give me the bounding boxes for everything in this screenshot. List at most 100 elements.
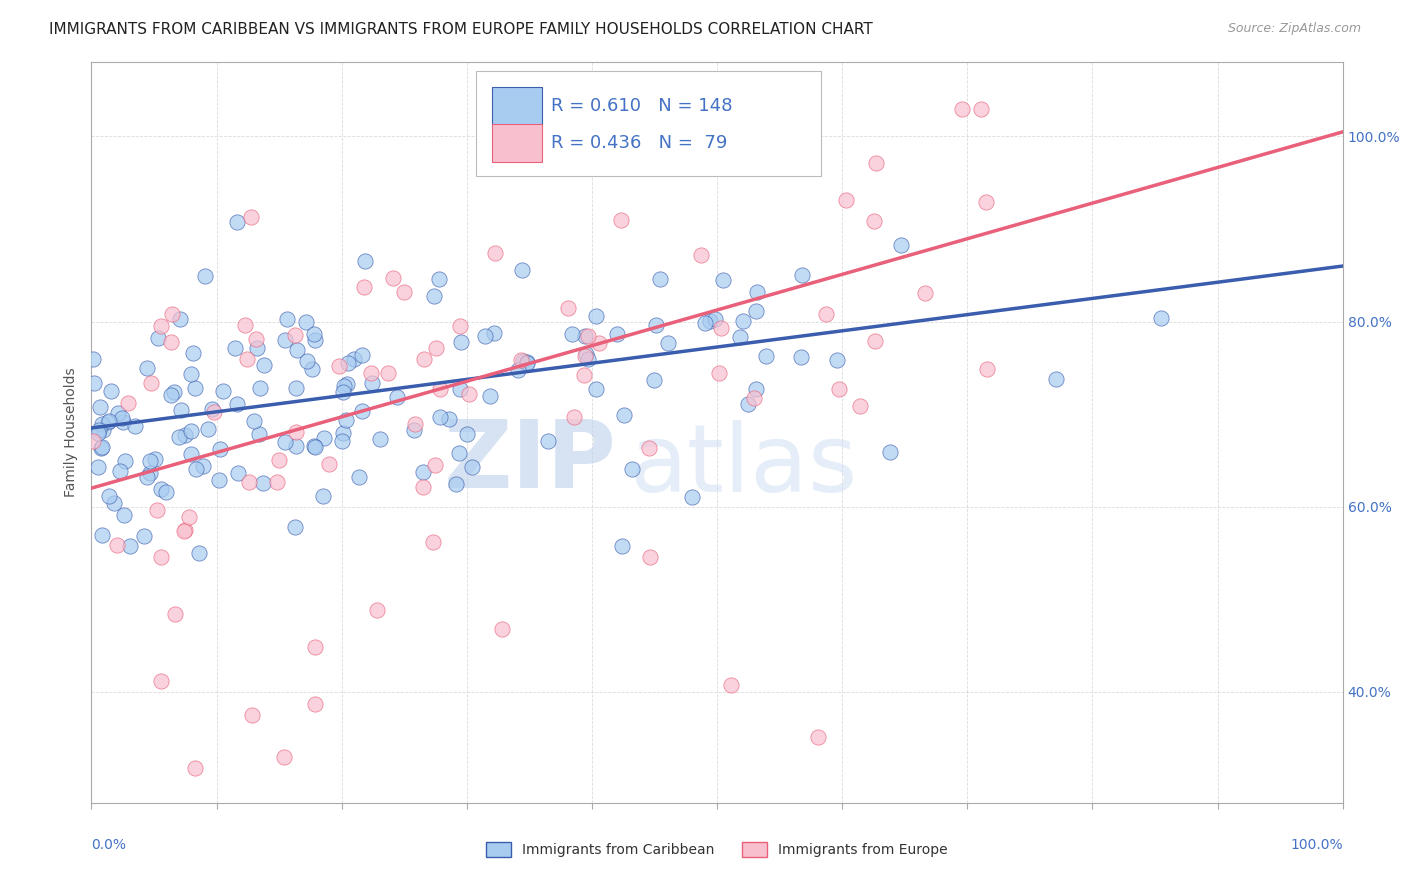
Point <box>155 485 177 500</box>
Point <box>422 289 444 303</box>
Point <box>273 749 295 764</box>
Point <box>245 332 267 346</box>
Text: R = 0.610   N = 148: R = 0.610 N = 148 <box>551 97 733 115</box>
Point <box>648 272 671 286</box>
Point <box>574 329 596 343</box>
Point <box>366 603 388 617</box>
Point <box>733 314 755 328</box>
Point <box>165 607 187 621</box>
Point <box>422 535 444 549</box>
Point <box>252 475 274 490</box>
Point <box>284 439 307 453</box>
Point <box>720 678 742 692</box>
Point <box>90 441 112 455</box>
Point <box>97 415 120 429</box>
Point <box>83 376 105 390</box>
Point <box>531 152 554 166</box>
Point <box>510 263 533 277</box>
Point <box>135 360 157 375</box>
Point <box>179 510 201 524</box>
Point <box>405 417 427 432</box>
Point <box>135 470 157 484</box>
Point <box>197 422 219 436</box>
Point <box>449 446 471 460</box>
Point <box>645 318 668 332</box>
Point <box>107 406 129 420</box>
Point <box>167 430 190 444</box>
Point <box>98 489 121 503</box>
Text: ZIP: ZIP <box>444 417 617 508</box>
Point <box>460 460 482 475</box>
Point <box>755 349 778 363</box>
Point <box>312 431 335 445</box>
Point <box>742 392 765 406</box>
Point <box>188 546 211 560</box>
Point <box>174 428 197 442</box>
Point <box>450 334 472 349</box>
Point <box>849 399 872 413</box>
Point <box>353 280 375 294</box>
Point <box>284 519 307 533</box>
Point <box>412 465 434 479</box>
Point <box>863 214 886 228</box>
Point <box>209 442 232 456</box>
Point <box>186 461 208 475</box>
Point <box>474 329 496 343</box>
Point <box>970 102 993 116</box>
Point <box>160 307 183 321</box>
Point <box>225 214 247 228</box>
Point <box>392 285 415 299</box>
Point <box>150 318 173 333</box>
Point <box>429 409 451 424</box>
FancyBboxPatch shape <box>475 71 821 176</box>
Point <box>588 336 610 351</box>
Point <box>512 353 534 368</box>
Point <box>354 254 377 268</box>
Point <box>224 342 246 356</box>
Point <box>879 445 901 459</box>
Point <box>647 140 669 154</box>
Point <box>233 318 256 332</box>
Point <box>456 426 478 441</box>
FancyBboxPatch shape <box>492 124 541 162</box>
Point <box>576 328 599 343</box>
Point <box>194 268 217 283</box>
Point <box>201 402 224 417</box>
Point <box>98 414 121 428</box>
Point <box>184 381 207 395</box>
Point <box>681 490 703 504</box>
Point <box>82 351 104 366</box>
Point <box>707 366 730 380</box>
Point <box>124 418 146 433</box>
Point <box>285 425 308 440</box>
Point <box>737 396 759 410</box>
Point <box>863 334 886 349</box>
Point <box>699 314 721 328</box>
Point <box>304 640 326 654</box>
Point <box>335 376 357 391</box>
Point <box>381 270 404 285</box>
Point <box>302 326 325 341</box>
Text: 100.0%: 100.0% <box>1291 838 1343 852</box>
Point <box>91 423 114 437</box>
Point <box>728 330 751 344</box>
Point <box>238 475 260 489</box>
Point <box>828 382 851 396</box>
Point <box>585 382 607 396</box>
Point <box>347 469 370 483</box>
Point <box>87 459 110 474</box>
Point <box>160 388 183 402</box>
Point <box>865 156 887 170</box>
Point <box>613 409 636 423</box>
Point <box>312 489 335 503</box>
Point <box>180 424 202 438</box>
Point <box>302 439 325 453</box>
Point <box>267 453 290 467</box>
Point <box>87 426 110 441</box>
Text: IMMIGRANTS FROM CARIBBEAN VS IMMIGRANTS FROM EUROPE FAMILY HOUSEHOLDS CORRELATIO: IMMIGRANTS FROM CARIBBEAN VS IMMIGRANTS … <box>49 22 873 37</box>
Point <box>762 136 785 150</box>
Point <box>444 476 467 491</box>
Legend: Immigrants from Caribbean, Immigrants from Europe: Immigrants from Caribbean, Immigrants fr… <box>481 836 953 863</box>
Point <box>150 674 173 689</box>
Point <box>146 502 169 516</box>
